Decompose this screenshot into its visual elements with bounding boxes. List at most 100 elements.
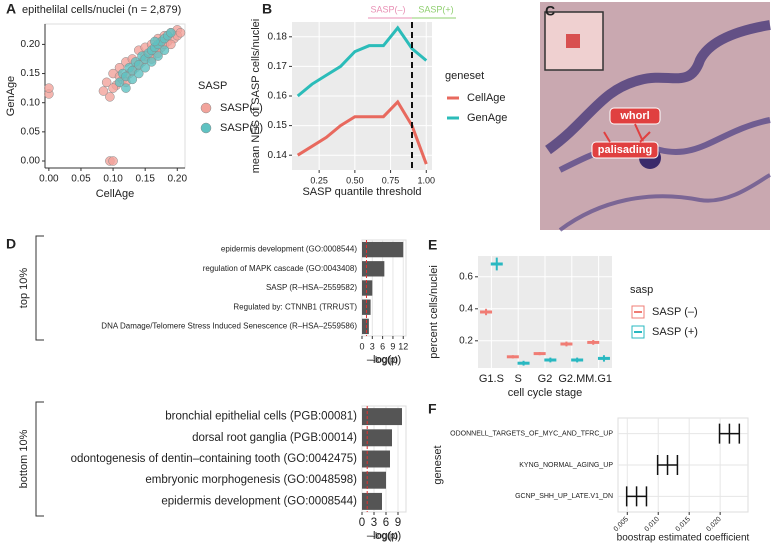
x-tick-label: 0.20 xyxy=(168,174,188,185)
callout-label: whorl xyxy=(619,110,649,122)
x-tick-label: G2.M xyxy=(558,373,585,385)
point xyxy=(105,92,115,102)
x-tick-label: 1.00 xyxy=(418,175,436,185)
x-tick-label: 0 xyxy=(359,341,364,351)
y-tick-label: 0.20 xyxy=(21,39,41,50)
y-tick-label: 0.4 xyxy=(459,303,473,314)
point xyxy=(98,86,109,96)
legend-label: SASP (+) xyxy=(652,326,698,338)
x-axis-label: –log(p) xyxy=(370,530,398,540)
y-tick-label: 0.14 xyxy=(268,150,288,161)
y-tick-label: bronchial epithelial cells (PGB:00081) xyxy=(165,411,357,423)
y-tick-label: 0.18 xyxy=(268,31,288,42)
x-tick-label: 0.10 xyxy=(103,174,123,185)
x-axis-label: cell cycle stage xyxy=(508,387,583,399)
y-tick-label: regulation of MAPK cascade (GO:0043408) xyxy=(203,264,358,273)
legend-title: SASP xyxy=(198,80,227,92)
x-tick-label: 0.50 xyxy=(346,175,364,185)
legend-title: sasp xyxy=(630,284,653,296)
x-axis-label: boostrap estimated coefficient xyxy=(617,533,750,544)
chart-title: epithelilal cells/nuclei (n = 2,879) xyxy=(22,4,181,16)
legend-label: CellAge xyxy=(467,92,506,104)
y-axis-label: percent cells/nuclei xyxy=(428,265,440,359)
x-tick-label: G2 xyxy=(538,373,553,385)
point xyxy=(134,68,144,79)
group-label: top 10% xyxy=(18,268,30,309)
y-tick-label: DNA Damage/Telomere Stress Induced Senes… xyxy=(101,322,357,331)
panel-letter: A xyxy=(6,1,16,17)
callout-arrow xyxy=(639,131,651,143)
bar xyxy=(362,241,404,258)
callout-label: palisading xyxy=(598,144,652,156)
bar xyxy=(362,408,402,426)
x-tick-label: 0.05 xyxy=(71,174,91,185)
x-tick-label: 9 xyxy=(395,517,401,529)
legend-label: SASP(+) xyxy=(220,122,263,134)
x-tick-label: 0.25 xyxy=(310,175,328,185)
x-tick-label: 0 xyxy=(359,517,365,529)
bar xyxy=(362,471,386,489)
bar xyxy=(362,450,390,468)
inset-region xyxy=(566,34,580,48)
point xyxy=(166,27,176,38)
x-tick-label: 0.015 xyxy=(675,516,692,533)
point xyxy=(153,51,163,61)
line xyxy=(296,25,428,98)
y-tick-label: 0.10 xyxy=(21,97,41,108)
y-tick-label: odontogenesis of dentin–containing tooth… xyxy=(71,453,358,465)
x-tick-label: 0.15 xyxy=(135,174,155,185)
x-tick-label: 9 xyxy=(390,341,395,351)
y-tick-label: epidermis development (GO:0008544) xyxy=(161,495,357,507)
point xyxy=(114,77,125,88)
histology-image: whorl palisading C xyxy=(540,2,771,232)
y-tick-label: 0.15 xyxy=(21,68,41,79)
x-tick-label: S xyxy=(515,373,522,385)
y-tick-label: ODONNELL_TARGETS_OF_MYC_AND_TFRC_UP xyxy=(450,431,613,438)
panel-letter: D xyxy=(6,236,16,252)
y-tick-label: KYNG_NORMAL_AGING_UP xyxy=(519,462,613,469)
x-tick-label: 3 xyxy=(371,517,377,529)
legend-key xyxy=(200,122,212,134)
y-tick-label: embryonic morphogenesis (GO:0048598) xyxy=(145,474,357,486)
point xyxy=(108,156,118,166)
y-tick-label: SASP (R–HSA–2559582) xyxy=(266,283,357,292)
y-tick-label: 0.6 xyxy=(459,271,473,282)
x-tick-label: 6 xyxy=(383,517,389,529)
annotation: SASP(+) xyxy=(418,4,453,14)
x-tick-label: 6 xyxy=(380,341,385,351)
line xyxy=(296,99,428,165)
y-tick-label: 0.16 xyxy=(268,91,288,102)
point xyxy=(159,45,170,55)
y-tick-label: epidermis development (GO:0008544) xyxy=(221,245,357,254)
y-tick-label: 0.15 xyxy=(268,120,288,131)
y-tick-label: Regulated by: CTNNB1 (TRRUST) xyxy=(233,302,357,311)
tissue-band xyxy=(545,20,771,155)
bar xyxy=(362,261,385,277)
y-tick-label: dorsal root ganglia (PGB:00014) xyxy=(192,432,357,444)
legend-key xyxy=(200,102,212,114)
y-axis-label: GenAge xyxy=(5,76,17,116)
x-axis-label: CellAge xyxy=(96,188,135,200)
y-tick-label: 0.00 xyxy=(21,156,41,167)
group-label: bottom 10% xyxy=(18,429,30,488)
point xyxy=(175,27,186,38)
legend-label: SASP(–) xyxy=(220,102,263,114)
group-bracket xyxy=(35,401,44,517)
point xyxy=(140,62,150,73)
point xyxy=(127,74,138,85)
x-tick-label: 0.020 xyxy=(706,516,723,533)
bar xyxy=(362,492,382,510)
x-axis-label: –log(p) xyxy=(367,530,401,542)
point xyxy=(146,57,157,67)
x-tick-label: 0.005 xyxy=(613,516,630,533)
bar xyxy=(362,429,392,447)
legend-title: geneset xyxy=(445,70,484,82)
x-tick-label: 3 xyxy=(370,341,375,351)
bar xyxy=(362,318,369,335)
legend-label: SASP (–) xyxy=(652,306,698,318)
panel-letter: F xyxy=(428,401,437,417)
x-axis-label: –log(p) xyxy=(367,354,401,366)
x-tick-label: G1.S xyxy=(479,373,504,385)
panel-letter: B xyxy=(262,1,272,17)
